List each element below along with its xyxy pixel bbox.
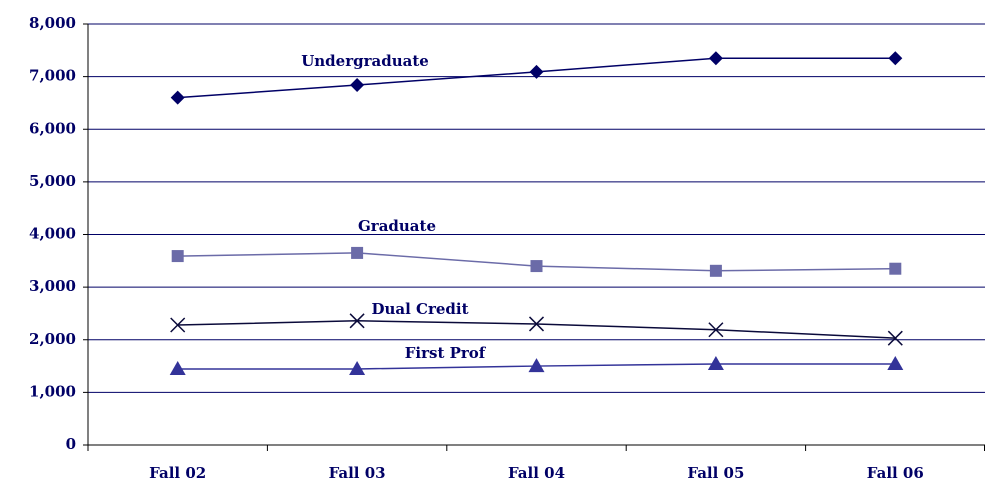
marker: [888, 51, 903, 66]
series-label: First Prof: [405, 344, 487, 362]
marker: [170, 317, 186, 333]
series-label: Dual Credit: [371, 300, 468, 318]
marker: [708, 51, 723, 66]
y-tick-label: 2,000: [29, 330, 76, 348]
marker: [171, 250, 184, 263]
x-tick-label: Fall 03: [329, 464, 386, 482]
marker: [169, 360, 186, 375]
marker: [887, 330, 903, 346]
y-tick-label: 3,000: [29, 277, 76, 295]
marker: [351, 246, 364, 259]
marker: [350, 78, 365, 93]
marker: [528, 358, 545, 373]
marker: [707, 355, 724, 370]
y-tick-label: 1,000: [29, 382, 76, 400]
series-label: Undergraduate: [301, 52, 429, 70]
series-label: Graduate: [358, 217, 436, 235]
x-tick-label: Fall 06: [867, 464, 924, 482]
y-tick-label: 8,000: [29, 14, 76, 32]
y-tick-label: 7,000: [29, 67, 76, 85]
marker: [349, 360, 366, 375]
marker: [349, 313, 365, 329]
x-tick-label: Fall 04: [508, 464, 565, 482]
x-tick-label: Fall 02: [149, 464, 206, 482]
x-tick-label: Fall 05: [687, 464, 744, 482]
y-tick-label: 4,000: [29, 225, 76, 243]
y-tick-label: 6,000: [29, 119, 76, 137]
marker: [708, 322, 724, 338]
marker: [887, 355, 904, 370]
y-tick-label: 0: [66, 435, 76, 453]
marker: [529, 64, 544, 79]
marker: [530, 260, 543, 273]
y-tick-label: 5,000: [29, 172, 76, 190]
marker: [709, 264, 722, 277]
marker: [170, 90, 185, 105]
marker: [889, 262, 902, 275]
marker: [528, 316, 545, 332]
